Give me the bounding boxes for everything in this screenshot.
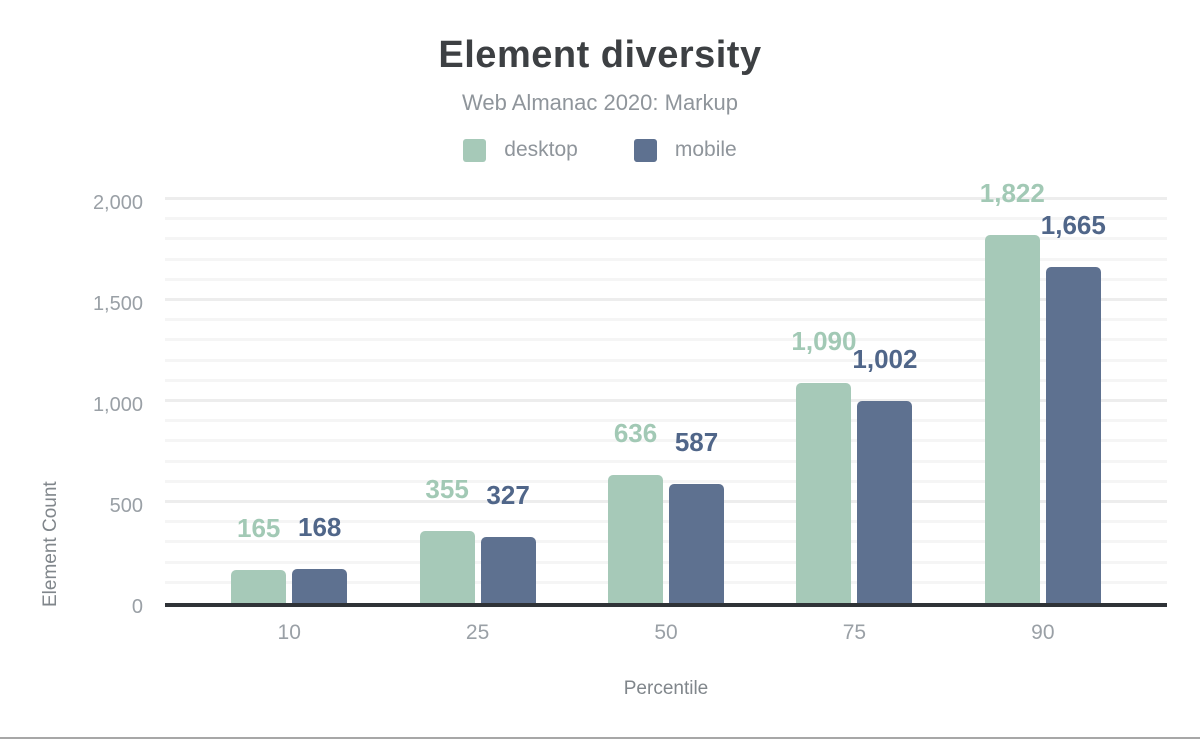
legend-label-desktop: desktop [504, 138, 578, 161]
desktop-bar-p90[interactable]: 1,822 [980, 180, 1045, 603]
y-tick-label: 2,000 [92, 192, 143, 214]
gridline [165, 399, 1167, 402]
desktop-value-label-p25: 355 [425, 474, 469, 505]
desktop-bar-p75[interactable]: 1,090 [791, 328, 856, 603]
x-tick-label-75: 75 [842, 621, 867, 644]
x-tick-label-25: 25 [465, 621, 490, 644]
y-tick-label: 500 [109, 495, 143, 517]
legend: desktop mobile [0, 138, 1200, 162]
gridline [165, 217, 1167, 221]
bar-group-p50: 636 587 [572, 420, 760, 603]
y-tick-label: 1,000 [92, 394, 143, 416]
desktop-bar-p50[interactable]: 636 [608, 420, 664, 603]
gridline [165, 197, 1167, 200]
gridline [165, 580, 1167, 584]
gridline [165, 378, 1167, 382]
bar-series: 165 168 355 327 636 587 1,090 1,002 1,822 1,665 [165, 180, 1167, 603]
gridline [165, 540, 1167, 544]
chart-subtitle: Web Almanac 2020: Markup [462, 90, 738, 115]
mobile-value-label-p10: 168 [298, 512, 342, 543]
legend-item-mobile[interactable]: mobile [633, 138, 737, 162]
bar-group-p90: 1,822 1,665 [949, 180, 1137, 603]
x-tick-label-50: 50 [654, 621, 678, 644]
mobile-bar-p90[interactable]: 1,665 [1041, 212, 1106, 603]
mobile-bar-p50[interactable]: 587 [669, 429, 725, 603]
gridline [165, 560, 1167, 564]
mobile-bar-p75[interactable]: 1,002 [852, 346, 917, 603]
mobile-value-label-p50: 587 [674, 427, 719, 458]
mobile-value-label-p25: 327 [486, 479, 530, 510]
chart-title: Element diversity [438, 34, 762, 76]
gridline [165, 237, 1167, 241]
bar-group-p10: 165 168 [195, 514, 383, 603]
gridline [165, 318, 1167, 322]
bar-group-p75: 1,090 1,002 [760, 328, 948, 603]
gridline [165, 298, 1167, 301]
desktop-value-label-p75: 1,090 [791, 325, 857, 356]
desktop-value-label-p10: 165 [237, 512, 281, 543]
gridline [165, 277, 1167, 281]
desktop-value-label-p50: 636 [613, 417, 658, 448]
gridline [165, 479, 1167, 483]
y-tick-label: 1,500 [92, 293, 143, 315]
desktop-value-label-p90: 1,822 [979, 177, 1045, 208]
desktop-bar-p25[interactable]: 355 [419, 476, 475, 603]
mobile-bar-p25[interactable]: 327 [480, 482, 536, 603]
gridlines [165, 185, 1167, 603]
desktop-legend-swatch-icon [463, 138, 487, 162]
mobile-value-label-p90: 1,665 [1040, 209, 1106, 240]
bottom-divider [0, 737, 1200, 739]
y-tick-label: 0 [131, 596, 143, 618]
y-axis-tick-labels: 0 500 1,000 1,500 2,000 [0, 185, 143, 618]
mobile-value-label-p75: 1,002 [852, 343, 918, 374]
gridline [165, 520, 1167, 524]
x-tick-label-90: 90 [1031, 621, 1055, 644]
gridline [165, 338, 1167, 342]
x-tick-label-10: 10 [277, 621, 301, 644]
gridline [165, 500, 1167, 503]
gridline [165, 419, 1167, 423]
gridline [165, 358, 1167, 362]
gridline [165, 439, 1167, 443]
mobile-bar-p10[interactable]: 168 [292, 514, 348, 603]
x-axis-title: Percentile [623, 678, 709, 699]
gridline [165, 459, 1167, 463]
gridline [165, 257, 1167, 261]
desktop-bar-p10[interactable]: 165 [231, 515, 287, 603]
plot-area: 165 168 355 327 636 587 1,090 1,002 1,822 1,665 [165, 180, 1167, 607]
legend-item-desktop[interactable]: desktop [463, 138, 578, 162]
bar-group-p25: 355 327 [383, 476, 571, 603]
legend-label-mobile: mobile [674, 138, 737, 161]
x-axis-tick-labels: 10 25 50 75 90 [165, 621, 1167, 645]
mobile-legend-swatch-icon [633, 138, 657, 162]
